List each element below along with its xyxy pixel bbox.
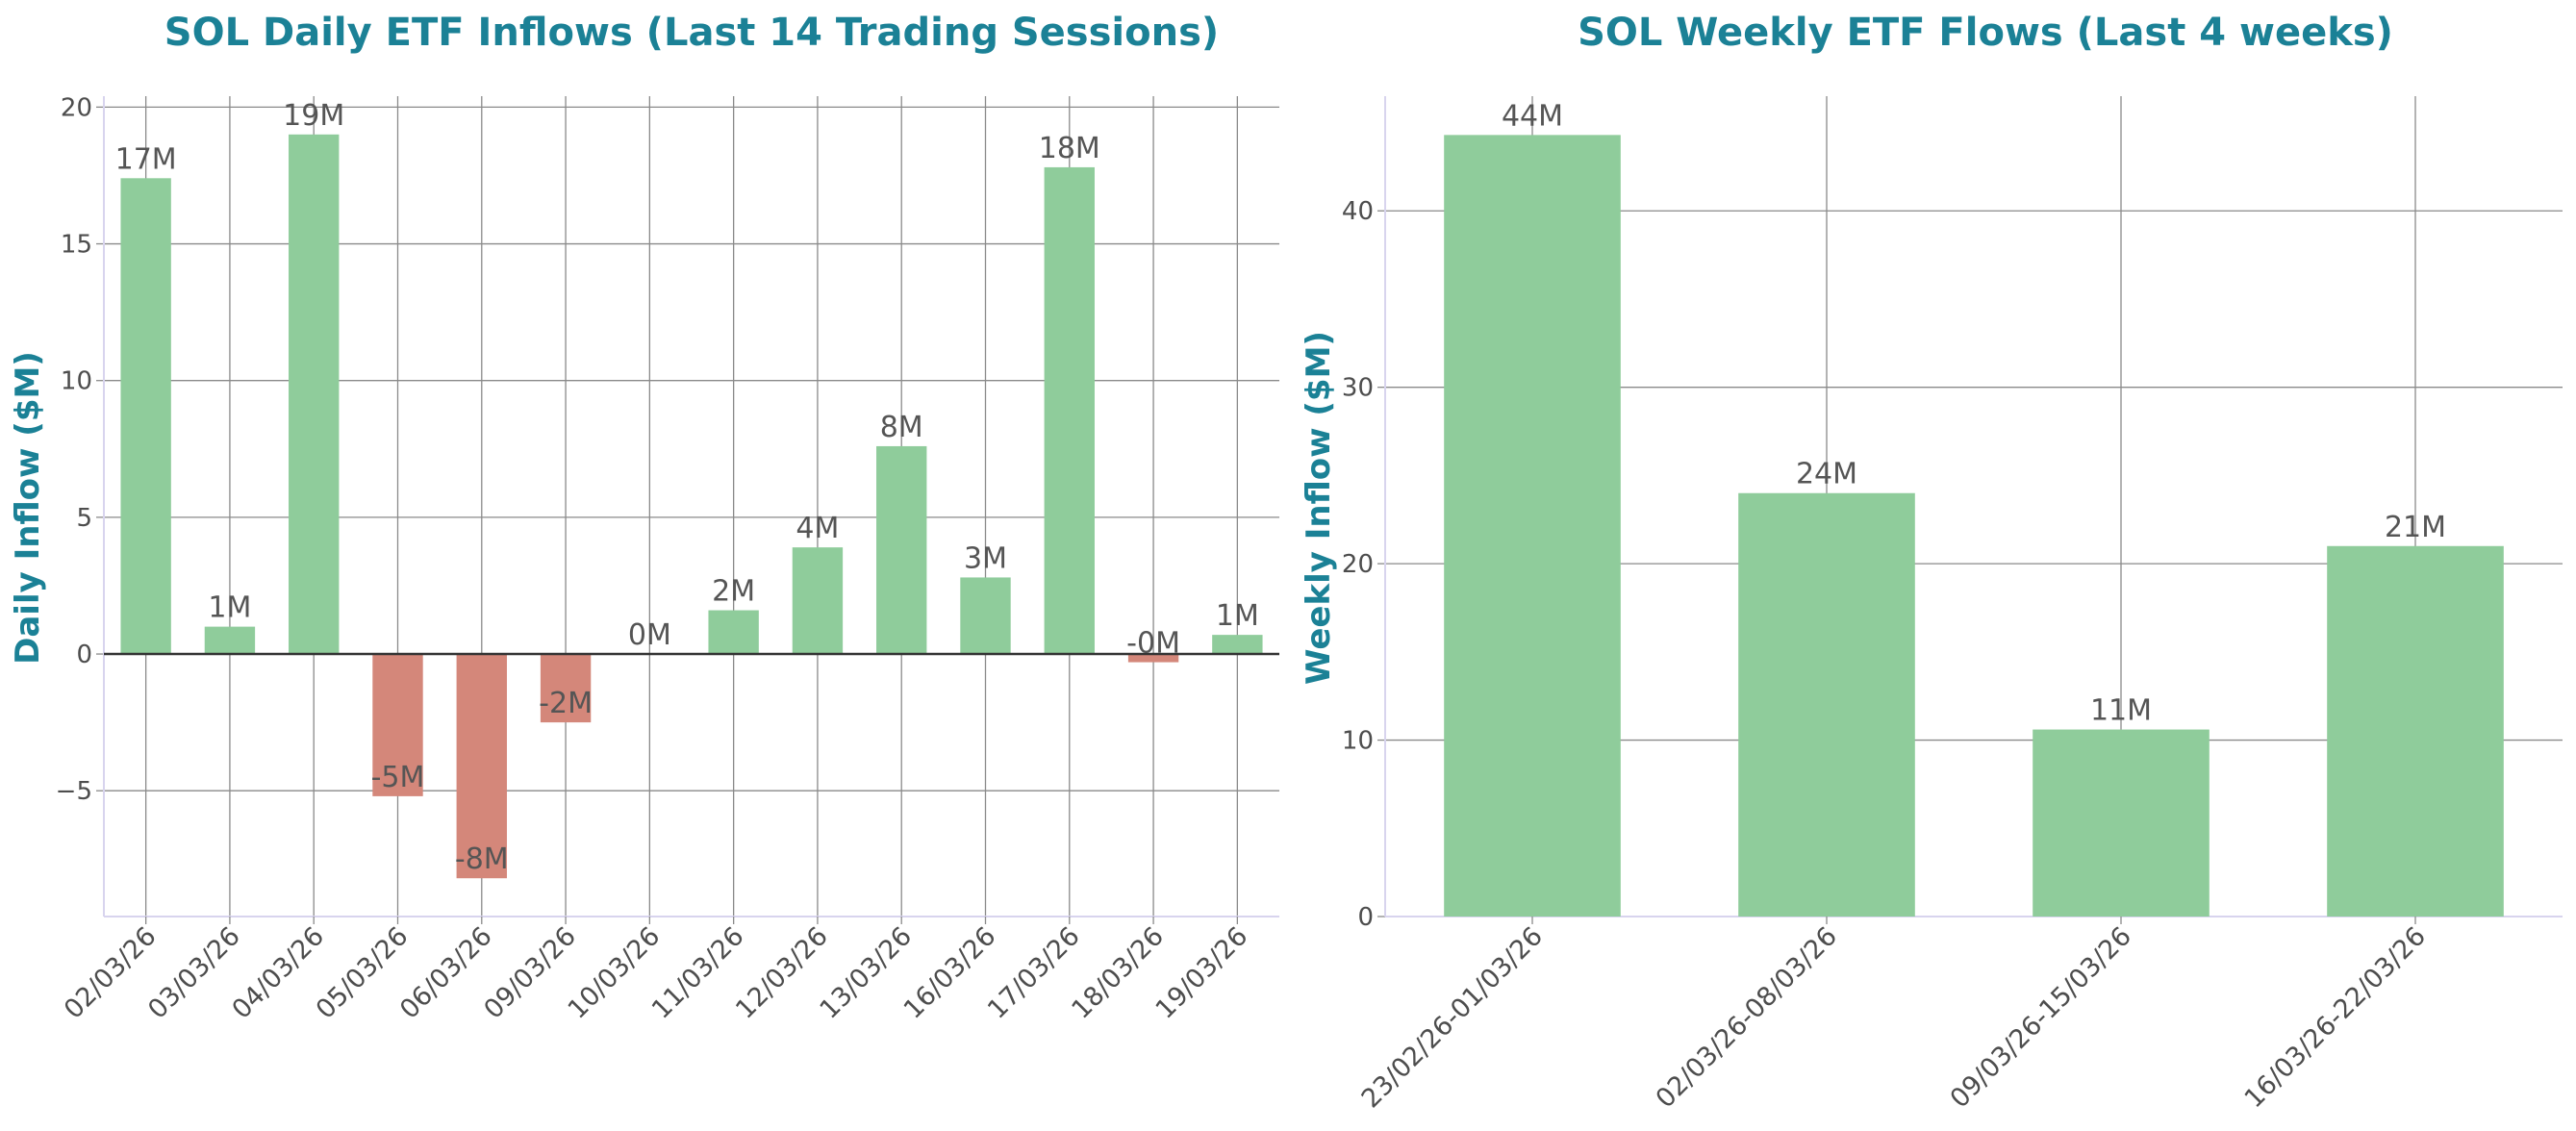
data-label: -0M — [1126, 627, 1180, 661]
x-tick-label: 19/03/26 — [1150, 921, 1254, 1025]
y-tick-label: 15 — [61, 231, 92, 260]
bar-04/03/26 — [289, 134, 340, 655]
bar-16/03/26 — [960, 577, 1011, 655]
bar-11/03/26 — [708, 610, 759, 655]
bar-23/02/26-01/03/26 — [1444, 135, 1621, 917]
y-tick-label: 30 — [1342, 374, 1374, 403]
data-label: 24M — [1796, 458, 1857, 491]
bar-06/03/26 — [456, 654, 507, 879]
y-tick-label: 0 — [76, 641, 92, 669]
x-tick-label: 16/03/26 — [898, 921, 1002, 1025]
x-tick-label: 12/03/26 — [730, 921, 834, 1025]
bar-02/03/26 — [120, 178, 171, 655]
plot-weekly: 0 10 20 30 40 44M 24M 11M 21M 23/02/26-01/03/26 02… — [1342, 96, 2563, 1114]
x-tick-label: 18/03/26 — [1066, 921, 1170, 1025]
chart-title-daily: SOL Daily ETF Inflows (Last 14 Trading S… — [164, 11, 1219, 55]
x-tick-label: 03/03/26 — [142, 921, 246, 1025]
bar-09/03/26-15/03/26 — [2033, 729, 2210, 917]
data-label: 3M — [964, 541, 1007, 575]
data-label: 21M — [2385, 511, 2446, 544]
plot-daily: −5 0 5 10 15 20 17M 1M 19M -5M -8M -2M 0M 2M 4M 8M 3M 18M… — [56, 93, 1279, 1025]
y-axis-label-weekly: Weekly Inflow ($M) — [1300, 331, 1338, 685]
y-tick-label: 20 — [1342, 550, 1374, 579]
x-tick-label: 10/03/26 — [563, 921, 667, 1025]
bar-19/03/26 — [1212, 635, 1263, 655]
x-tick-label: 02/03/26 — [59, 921, 163, 1025]
x-tick-label: 09/03/26 — [478, 921, 582, 1025]
bar-05/03/26 — [372, 654, 423, 796]
data-label: -5M — [371, 761, 425, 794]
bar-16/03/26-22/03/26 — [2327, 545, 2504, 917]
bar-13/03/26 — [876, 445, 927, 655]
data-label: -8M — [455, 842, 509, 876]
bar-02/03/26-08/03/26 — [1738, 492, 1915, 917]
data-label: 1M — [208, 591, 251, 625]
y-tick-label: 5 — [76, 504, 92, 533]
x-tick-label: 09/03/26-15/03/26 — [1945, 921, 2137, 1114]
bar-17/03/26 — [1044, 166, 1095, 655]
data-label: 18M — [1039, 132, 1100, 165]
x-tick-label: 23/02/26-01/03/26 — [1356, 921, 1549, 1114]
y-tick-label: 10 — [1342, 727, 1374, 756]
y-tick-label: 20 — [61, 93, 92, 122]
data-label: 0M — [628, 618, 671, 652]
data-label: 8M — [880, 411, 923, 444]
x-tick-label: 11/03/26 — [646, 921, 750, 1025]
x-tick-label: 13/03/26 — [814, 921, 918, 1025]
data-label: 4M — [796, 512, 839, 545]
x-tick-label: 17/03/26 — [982, 921, 1086, 1025]
bar-03/03/26 — [204, 626, 256, 655]
bar-12/03/26 — [792, 547, 844, 655]
chart-title-weekly: SOL Weekly ETF Flows (Last 4 weeks) — [1578, 11, 2393, 55]
bar-18/03/26 — [1127, 654, 1179, 663]
y-tick-label: 10 — [61, 367, 92, 396]
data-label: -2M — [539, 687, 593, 720]
bar-09/03/26 — [540, 654, 592, 723]
y-tick-label: 40 — [1342, 197, 1374, 226]
y-tick-label: −5 — [56, 777, 92, 806]
x-tick-label: 02/03/26-08/03/26 — [1651, 921, 1843, 1114]
x-tick-label: 06/03/26 — [394, 921, 498, 1025]
data-label: 1M — [1216, 599, 1259, 633]
data-label: 19M — [283, 99, 344, 133]
data-label: 17M — [115, 142, 177, 176]
x-tick-label: 04/03/26 — [226, 921, 330, 1025]
data-label: 11M — [2090, 694, 2152, 728]
data-label: 2M — [712, 575, 755, 609]
x-tick-label: 16/03/26-22/03/26 — [2239, 921, 2432, 1114]
data-label: 44M — [1502, 99, 1563, 133]
x-tick-label: 05/03/26 — [311, 921, 415, 1025]
y-tick-label: 0 — [1357, 903, 1374, 932]
y-axis-label-daily: Daily Inflow ($M) — [9, 351, 47, 665]
